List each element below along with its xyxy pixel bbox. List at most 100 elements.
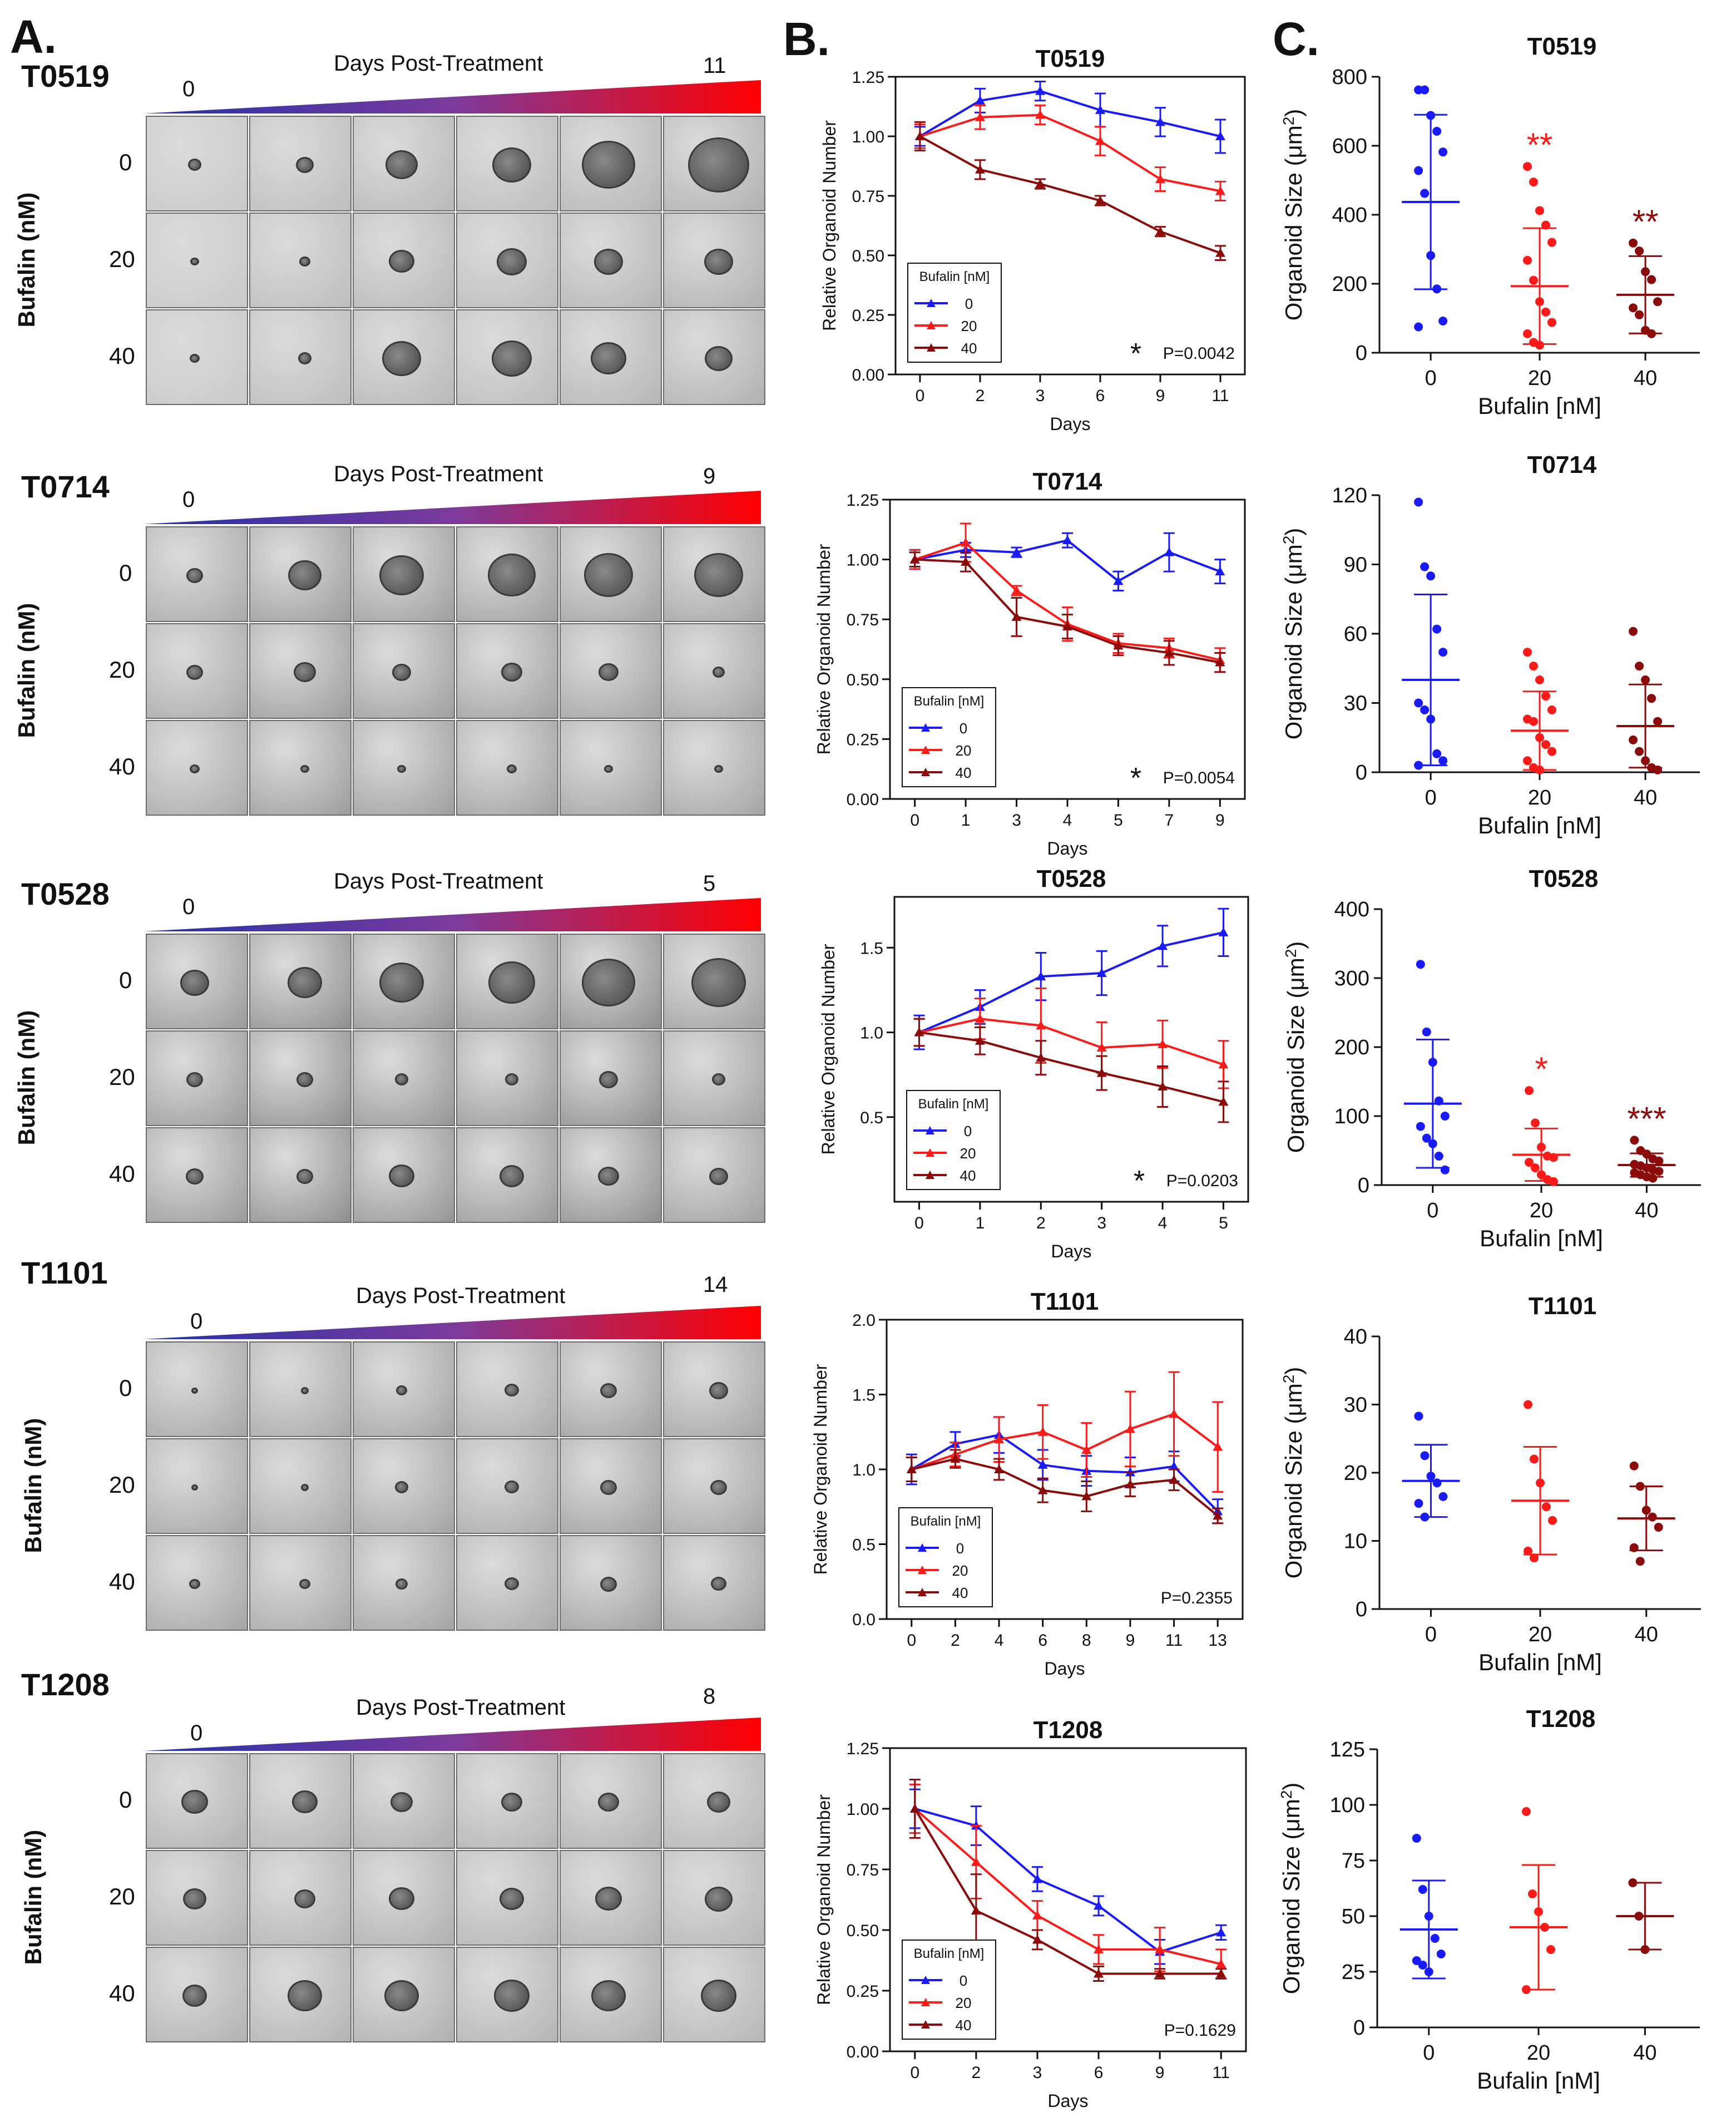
micrograph-tile — [249, 213, 352, 308]
micrograph-tile — [353, 1535, 455, 1631]
data-point — [1530, 1454, 1539, 1464]
organoid-blob — [499, 1888, 524, 1911]
data-point — [1629, 303, 1638, 313]
legend-marker — [918, 1588, 927, 1596]
y-tick-label: 1.00 — [852, 128, 884, 146]
x-tick-label: 0 — [916, 387, 925, 405]
chart-title: T1101 — [1529, 1292, 1596, 1320]
micrograph-tile — [146, 1438, 248, 1534]
organoid-blob — [186, 664, 203, 680]
dose-label: 20 — [109, 657, 135, 683]
series-line — [911, 1413, 1219, 1470]
y-axis-label: Relative Organoid Number — [818, 944, 838, 1154]
day-start-label: 0 — [182, 77, 195, 101]
plot-frame — [893, 896, 1249, 1203]
data-point — [1440, 1165, 1450, 1174]
y-tick-label: 0.0 — [852, 1611, 876, 1629]
micrograph-tile — [146, 1341, 248, 1437]
micrograph-tile — [456, 309, 558, 405]
x-axis-label: Days — [1048, 2091, 1089, 2111]
data-point — [1629, 238, 1638, 248]
y-tick-label: 1.5 — [852, 1386, 876, 1405]
organoid-blob — [395, 1481, 408, 1494]
y-axis-label-end: ) — [1280, 1367, 1307, 1375]
data-point — [1213, 1511, 1223, 1520]
legend-box — [902, 1940, 996, 2040]
organoid-blob — [183, 1888, 206, 1910]
x-tick-label: 11 — [1211, 387, 1229, 405]
micrograph-tile — [456, 1753, 558, 1849]
micrograph-tile — [560, 526, 662, 622]
micrograph-tile — [353, 1030, 455, 1126]
p-value-label: P=0.1629 — [1164, 2021, 1236, 2040]
treatment-gradient-wedge — [144, 1306, 761, 1339]
data-point — [1216, 1959, 1226, 1968]
data-point — [975, 164, 985, 174]
organoid-blob — [705, 1886, 733, 1912]
y-tick-label: 0.5 — [852, 1536, 876, 1555]
x-tick-label: 0 — [1425, 786, 1437, 810]
x-tick-label: 5 — [1219, 1214, 1228, 1232]
data-point — [971, 1857, 981, 1866]
chart-title: T1208 — [1526, 1705, 1596, 1733]
days-post-treatment-label: Days Post-Treatment — [334, 869, 543, 894]
day-end-label: 11 — [703, 53, 726, 78]
panel-a-sample-id: T1208 — [21, 1667, 110, 1702]
legend-title: Bufalin [nM] — [918, 1097, 989, 1112]
x-tick-label: 3 — [1012, 811, 1021, 830]
x-tick-label: 40 — [1634, 786, 1657, 810]
data-point — [1547, 747, 1556, 756]
micrograph-tile — [146, 1535, 248, 1631]
data-point — [1155, 1944, 1165, 1953]
micrograph-tile — [456, 1535, 558, 1631]
organoid-blob — [182, 1985, 207, 2007]
x-axis-label: Days — [1045, 1659, 1085, 1679]
y-tick-label: 0.25 — [847, 731, 879, 749]
organoid-blob — [395, 1073, 408, 1086]
chart-title: T1101 — [1031, 1288, 1099, 1315]
series-line — [914, 541, 1220, 662]
panel-letter-a: A. — [10, 11, 57, 63]
organoid-blob — [599, 1070, 618, 1088]
data-point — [1113, 640, 1124, 650]
data-point — [1155, 117, 1166, 126]
x-tick-label: 4 — [1063, 811, 1072, 830]
y-axis-label-superscript: 2 — [1282, 949, 1299, 958]
data-point — [1635, 310, 1644, 319]
organoid-blob — [582, 140, 635, 189]
micrograph-tile — [560, 309, 662, 405]
organoid-blob — [595, 1887, 622, 1911]
data-point — [1155, 174, 1166, 184]
data-point — [1422, 1027, 1431, 1037]
data-point — [1654, 1156, 1664, 1166]
data-point — [1525, 1158, 1534, 1167]
data-point — [1414, 698, 1423, 708]
organoid-blob — [389, 1164, 414, 1188]
micrograph-tile — [249, 720, 352, 816]
data-point — [1531, 1118, 1540, 1128]
series-line — [919, 90, 1221, 137]
x-tick-label: 7 — [1165, 811, 1174, 830]
y-tick-label: 400 — [1334, 898, 1369, 921]
micrograph-tile — [663, 623, 765, 719]
organoid-blob — [385, 150, 418, 179]
data-point — [1436, 1950, 1446, 1958]
data-point — [994, 1464, 1005, 1473]
data-point — [1547, 238, 1556, 247]
micrograph-tile — [146, 116, 248, 211]
x-tick-label: 0 — [910, 811, 919, 830]
micrograph-tile — [249, 309, 352, 405]
organoid-blob — [584, 553, 633, 598]
x-tick-label: 6 — [1094, 2064, 1104, 2082]
organoid-blob — [190, 764, 200, 773]
data-point — [1416, 960, 1425, 969]
organoid-blob — [390, 1792, 413, 1812]
organoid-blob — [591, 342, 626, 375]
x-tick-label: 40 — [1635, 1623, 1658, 1646]
micrograph-tile — [663, 1438, 765, 1534]
micrograph-tile — [249, 1753, 352, 1849]
dose-label: 40 — [109, 753, 135, 779]
y-axis-label: Relative Organoid Number — [814, 1794, 834, 2005]
micrograph-tile — [146, 1753, 248, 1849]
